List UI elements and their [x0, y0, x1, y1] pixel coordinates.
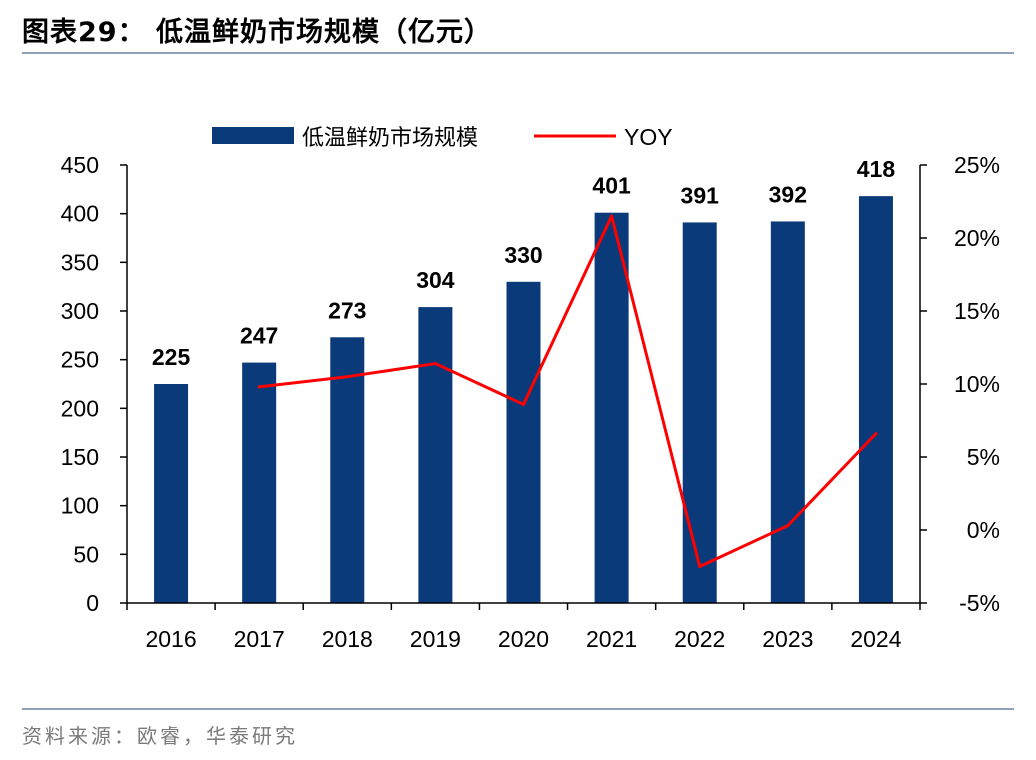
left-y-tick-label: 150 — [61, 444, 99, 470]
right-y-tick-label: -5% — [959, 590, 1000, 616]
source-note: 资料来源：欧睿，华泰研究 — [22, 724, 298, 748]
bar-value-label: 273 — [328, 297, 366, 323]
footer-divider — [22, 708, 1014, 710]
figure-title: 图表29： 低温鲜奶市场规模（亿元） — [22, 17, 492, 48]
bar-2016 — [154, 384, 189, 603]
yoy-point-2017 — [257, 385, 261, 389]
bar-value-label: 225 — [152, 344, 191, 370]
bar-2018 — [330, 337, 365, 603]
yoy-point-2018 — [345, 375, 349, 379]
yoy-point-2021 — [610, 214, 614, 218]
x-tick-label: 2017 — [234, 626, 285, 652]
chart-legend: 低温鲜奶市场规模 YOY — [212, 124, 673, 151]
yoy-line — [258, 214, 878, 568]
right-y-tick-label: 5% — [967, 444, 1000, 470]
bar-value-label: 247 — [240, 323, 278, 349]
x-tick-label: 2023 — [762, 626, 813, 652]
bar-2019 — [418, 307, 453, 603]
right-y-tick-label: 0% — [967, 517, 1000, 543]
bar-value-label: 304 — [416, 267, 455, 293]
left-y-tick-label: 100 — [61, 493, 99, 519]
yoy-point-2022 — [698, 565, 702, 568]
yoy-point-2023 — [786, 524, 790, 528]
bar-2023 — [770, 221, 805, 603]
bar-value-label: 391 — [681, 182, 720, 208]
bar-value-label: 392 — [769, 181, 807, 207]
bar-2021 — [594, 212, 629, 603]
left-y-tick-label: 200 — [61, 395, 99, 421]
bar-2024 — [858, 196, 893, 603]
x-tick-label: 2022 — [674, 626, 725, 652]
x-tick-label: 2021 — [586, 626, 637, 652]
left-y-tick-label: 400 — [61, 201, 99, 227]
yoy-point-2024 — [874, 432, 878, 436]
bar-2020 — [506, 281, 541, 603]
right-y-tick-label: 10% — [954, 371, 1000, 397]
x-tick-label: 2016 — [145, 626, 196, 652]
bar-value-label: 418 — [857, 156, 896, 182]
right-y-tick-label: 25% — [954, 152, 1000, 178]
right-y-tick-label: 20% — [954, 225, 1000, 251]
bar-series — [154, 196, 893, 603]
yoy-line-series — [257, 214, 878, 568]
legend-label-bar: 低温鲜奶市场规模 — [302, 126, 478, 151]
left-y-tick-label: 300 — [61, 298, 99, 324]
left-y-tick-label: 350 — [61, 249, 99, 275]
header-divider — [22, 52, 1014, 54]
x-tick-label: 2020 — [498, 626, 549, 652]
legend-bar-swatch — [212, 127, 294, 144]
bar-value-label: 330 — [504, 242, 542, 268]
yoy-point-2020 — [522, 402, 525, 406]
left-y-tick-label: 250 — [61, 347, 99, 373]
x-tick-label: 2024 — [850, 626, 901, 652]
yoy-point-2019 — [433, 362, 437, 366]
data-labels: 225 247 273 304 330 401 391 392 418 — [152, 156, 895, 370]
x-tick-label: 2018 — [322, 626, 373, 652]
right-y-tick-label: 15% — [954, 298, 1000, 324]
left-y-tick-label: 450 — [61, 152, 99, 178]
legend-label-yoy: YOY — [624, 124, 673, 150]
left-y-tick-label: 50 — [73, 541, 99, 567]
bar-value-label: 401 — [592, 173, 631, 199]
left-y-tick-label: 0 — [86, 590, 99, 616]
x-tick-label: 2019 — [410, 626, 461, 652]
bar-2017 — [242, 362, 277, 603]
bar-2022 — [682, 222, 717, 603]
chart-axes: 0 50 100 150 200 250 300 350 400 450 -5% 0% 5% 10% 15%… — [61, 152, 1000, 652]
